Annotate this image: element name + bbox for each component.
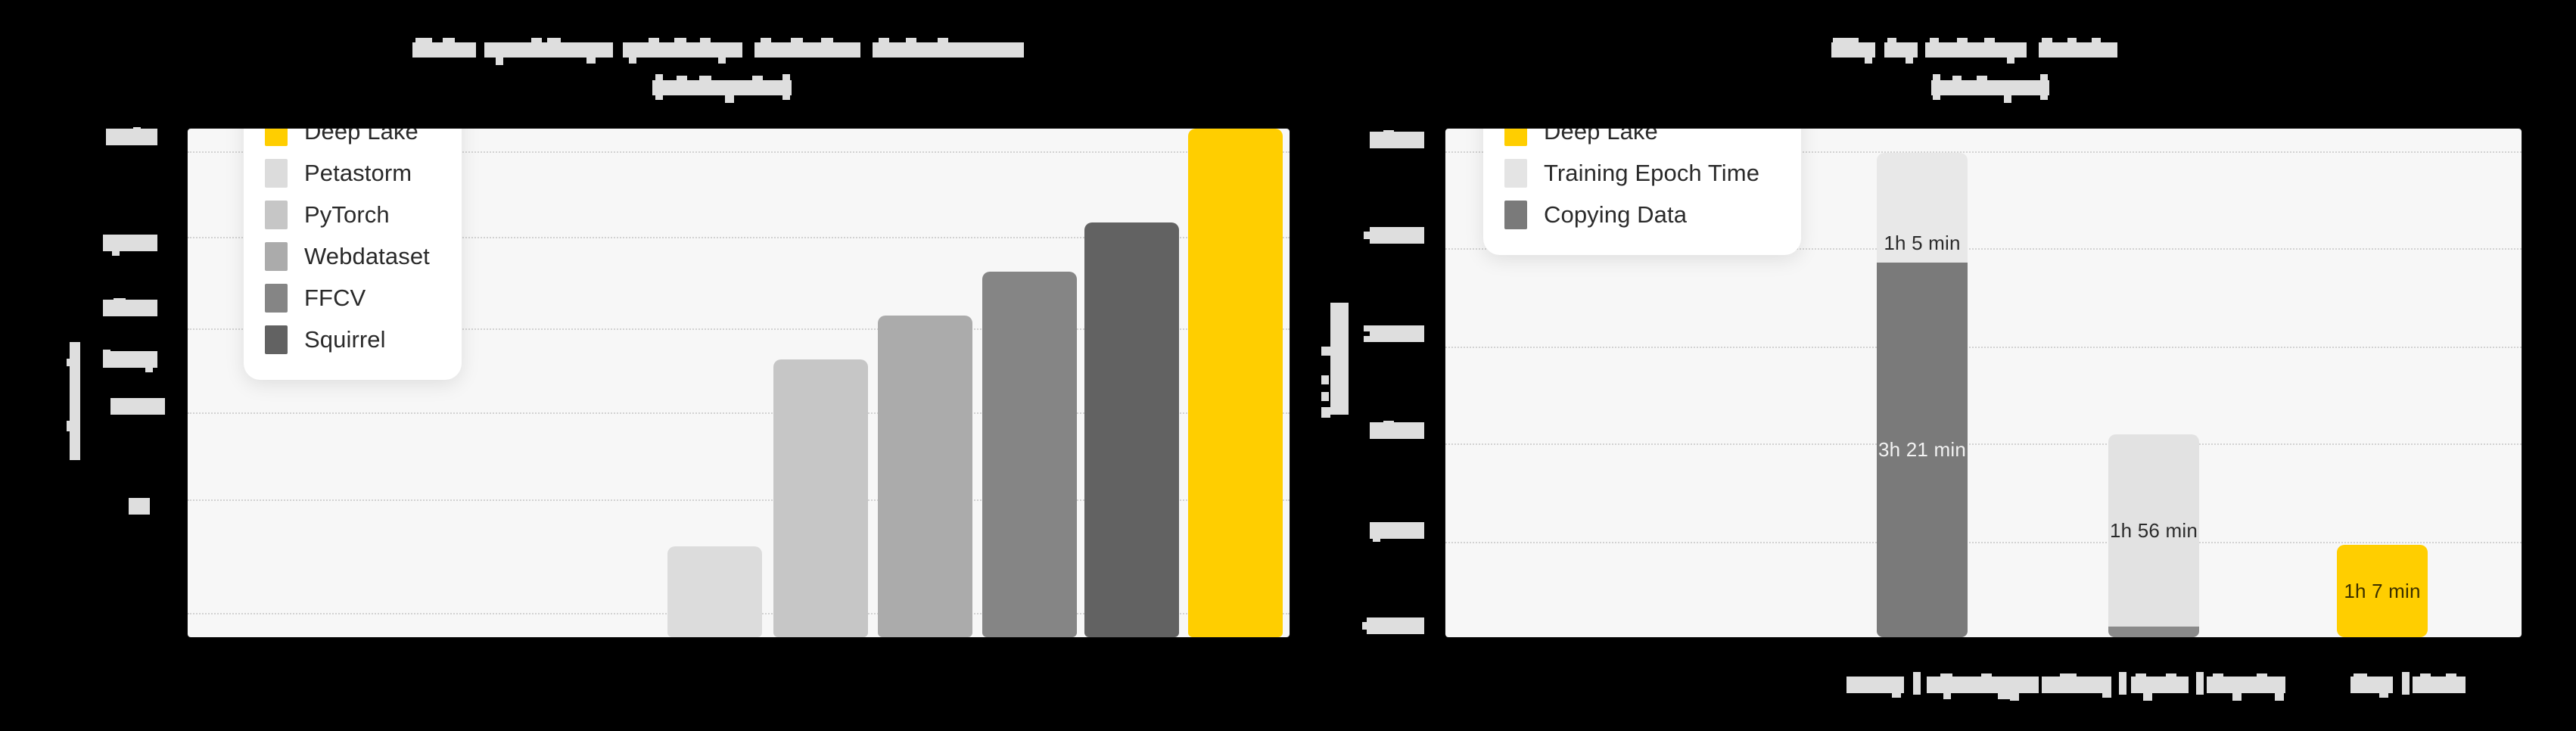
left-ytick-label-1 [129, 496, 150, 516]
right-ytick-label-3 [1370, 421, 1424, 442]
bar-pytorch[interactable] [773, 359, 868, 637]
right-xtick-label-2 [2058, 672, 2294, 702]
legend-item-training-epoch-time[interactable]: Training Epoch Time [1504, 152, 1775, 194]
stacked-bar-1[interactable]: 1h 5 min 3h 21 min [1877, 153, 1968, 637]
legend-swatch-icon [265, 158, 288, 188]
legend-item-label: PyTorch [304, 201, 390, 228]
left-ytick-label-5 [103, 233, 157, 256]
legend-item-label: Deep Lake [1544, 129, 1658, 145]
right-chart-panel: 1h 5 min 3h 21 min 1h 56 min 1h 7 min De… [1445, 129, 2522, 637]
legend-item-label: Training Epoch Time [1544, 159, 1760, 186]
legend-item-deep-lake[interactable]: Deep Lake [1504, 129, 1775, 152]
stacked-bar-2[interactable]: 1h 56 min [2108, 434, 2199, 637]
legend-item-label: FFCV [304, 284, 366, 311]
bar-deep-lake[interactable] [1188, 129, 1283, 637]
right-gridline-4 [1445, 443, 2522, 445]
left-ytick-label-4 [103, 298, 157, 321]
left-chart-yaxis-title [67, 342, 80, 460]
right-ytick-label-5 [1364, 226, 1424, 248]
left-ytick-label-2 [110, 397, 165, 416]
right-gridline-3 [1445, 347, 2522, 348]
segment-value-label: 3h 21 min [1878, 438, 1966, 461]
right-xtick-label-3 [2350, 672, 2469, 702]
legend-item-label: Webdataset [304, 242, 430, 269]
left-gridline-4 [188, 412, 1290, 414]
segment-value-label: 1h 56 min [2110, 518, 2198, 542]
legend-swatch-icon [265, 200, 288, 229]
right-ytick-label-6 [1370, 130, 1424, 151]
segment-value-label: 1h 5 min [1884, 232, 1961, 254]
left-chart-legend: Deep Lake Petastorm PyTorch Webdataset F… [244, 129, 462, 380]
left-gridline-3 [188, 328, 1290, 330]
right-ytick-label-1 [1362, 616, 1424, 637]
legend-item-ffcv[interactable]: FFCV [265, 277, 436, 319]
right-chart-subtitle [1931, 74, 2058, 103]
legend-item-label: Deep Lake [304, 129, 418, 145]
segment-value-label: 1h 7 min [2344, 579, 2421, 602]
left-chart-title-line1 [412, 36, 1033, 65]
bar-petastorm[interactable] [667, 546, 762, 637]
legend-item-squirrel[interactable]: Squirrel [265, 319, 436, 360]
stacked-bar-2-segment-copying-data[interactable] [2108, 627, 2199, 637]
legend-swatch-icon [265, 325, 288, 354]
legend-item-webdataset[interactable]: Webdataset [265, 235, 436, 277]
legend-item-petastorm[interactable]: Petastorm [265, 152, 436, 194]
bar-squirrel[interactable] [1084, 222, 1179, 637]
left-ytick-label-6 [106, 127, 157, 147]
legend-item-label: Petastorm [304, 159, 412, 186]
legend-swatch-icon [1504, 200, 1527, 229]
stacked-bar-1-segment-training-epoch-time[interactable]: 1h 5 min [1877, 153, 1968, 263]
legend-swatch-icon [265, 283, 288, 313]
right-chart-legend: Deep Lake Training Epoch Time Copying Da… [1483, 129, 1801, 255]
legend-swatch-icon [265, 241, 288, 271]
left-chart-panel: Deep Lake Petastorm PyTorch Webdataset F… [188, 129, 1290, 637]
legend-swatch-icon [1504, 158, 1527, 188]
right-ytick-label-2 [1370, 521, 1424, 542]
bar-webdataset[interactable] [878, 316, 972, 637]
right-gridline-2 [1445, 248, 2522, 250]
legend-item-pytorch[interactable]: PyTorch [265, 194, 436, 235]
right-xtick-label-1 [1846, 672, 2061, 702]
stacked-bar-2-segment-training-epoch-time[interactable]: 1h 56 min [2108, 434, 2199, 627]
left-gridline-5 [188, 499, 1290, 501]
left-chart-subtitle [652, 74, 804, 103]
legend-item-label: Squirrel [304, 325, 386, 353]
stacked-bar-3-deep-lake[interactable]: 1h 7 min [2337, 545, 2428, 637]
right-chart-title-line1 [1831, 36, 2149, 64]
legend-item-deep-lake[interactable]: Deep Lake [265, 129, 436, 152]
legend-item-label: Copying Data [1544, 201, 1688, 228]
right-gridline-1 [1445, 151, 2522, 153]
left-ytick-label-3 [103, 350, 157, 372]
left-gridline-1 [188, 151, 1290, 153]
legend-item-copying-data[interactable]: Copying Data [1504, 194, 1775, 235]
legend-swatch-icon [1504, 129, 1527, 146]
stacked-bar-1-segment-copying-data[interactable]: 3h 21 min [1877, 263, 1968, 637]
bar-ffcv[interactable] [982, 272, 1077, 637]
right-chart-yaxis-title [1321, 303, 1349, 418]
legend-swatch-icon [265, 129, 288, 146]
right-ytick-label-4 [1364, 324, 1424, 347]
left-gridline-2 [188, 237, 1290, 238]
right-gridline-5 [1445, 542, 2522, 543]
